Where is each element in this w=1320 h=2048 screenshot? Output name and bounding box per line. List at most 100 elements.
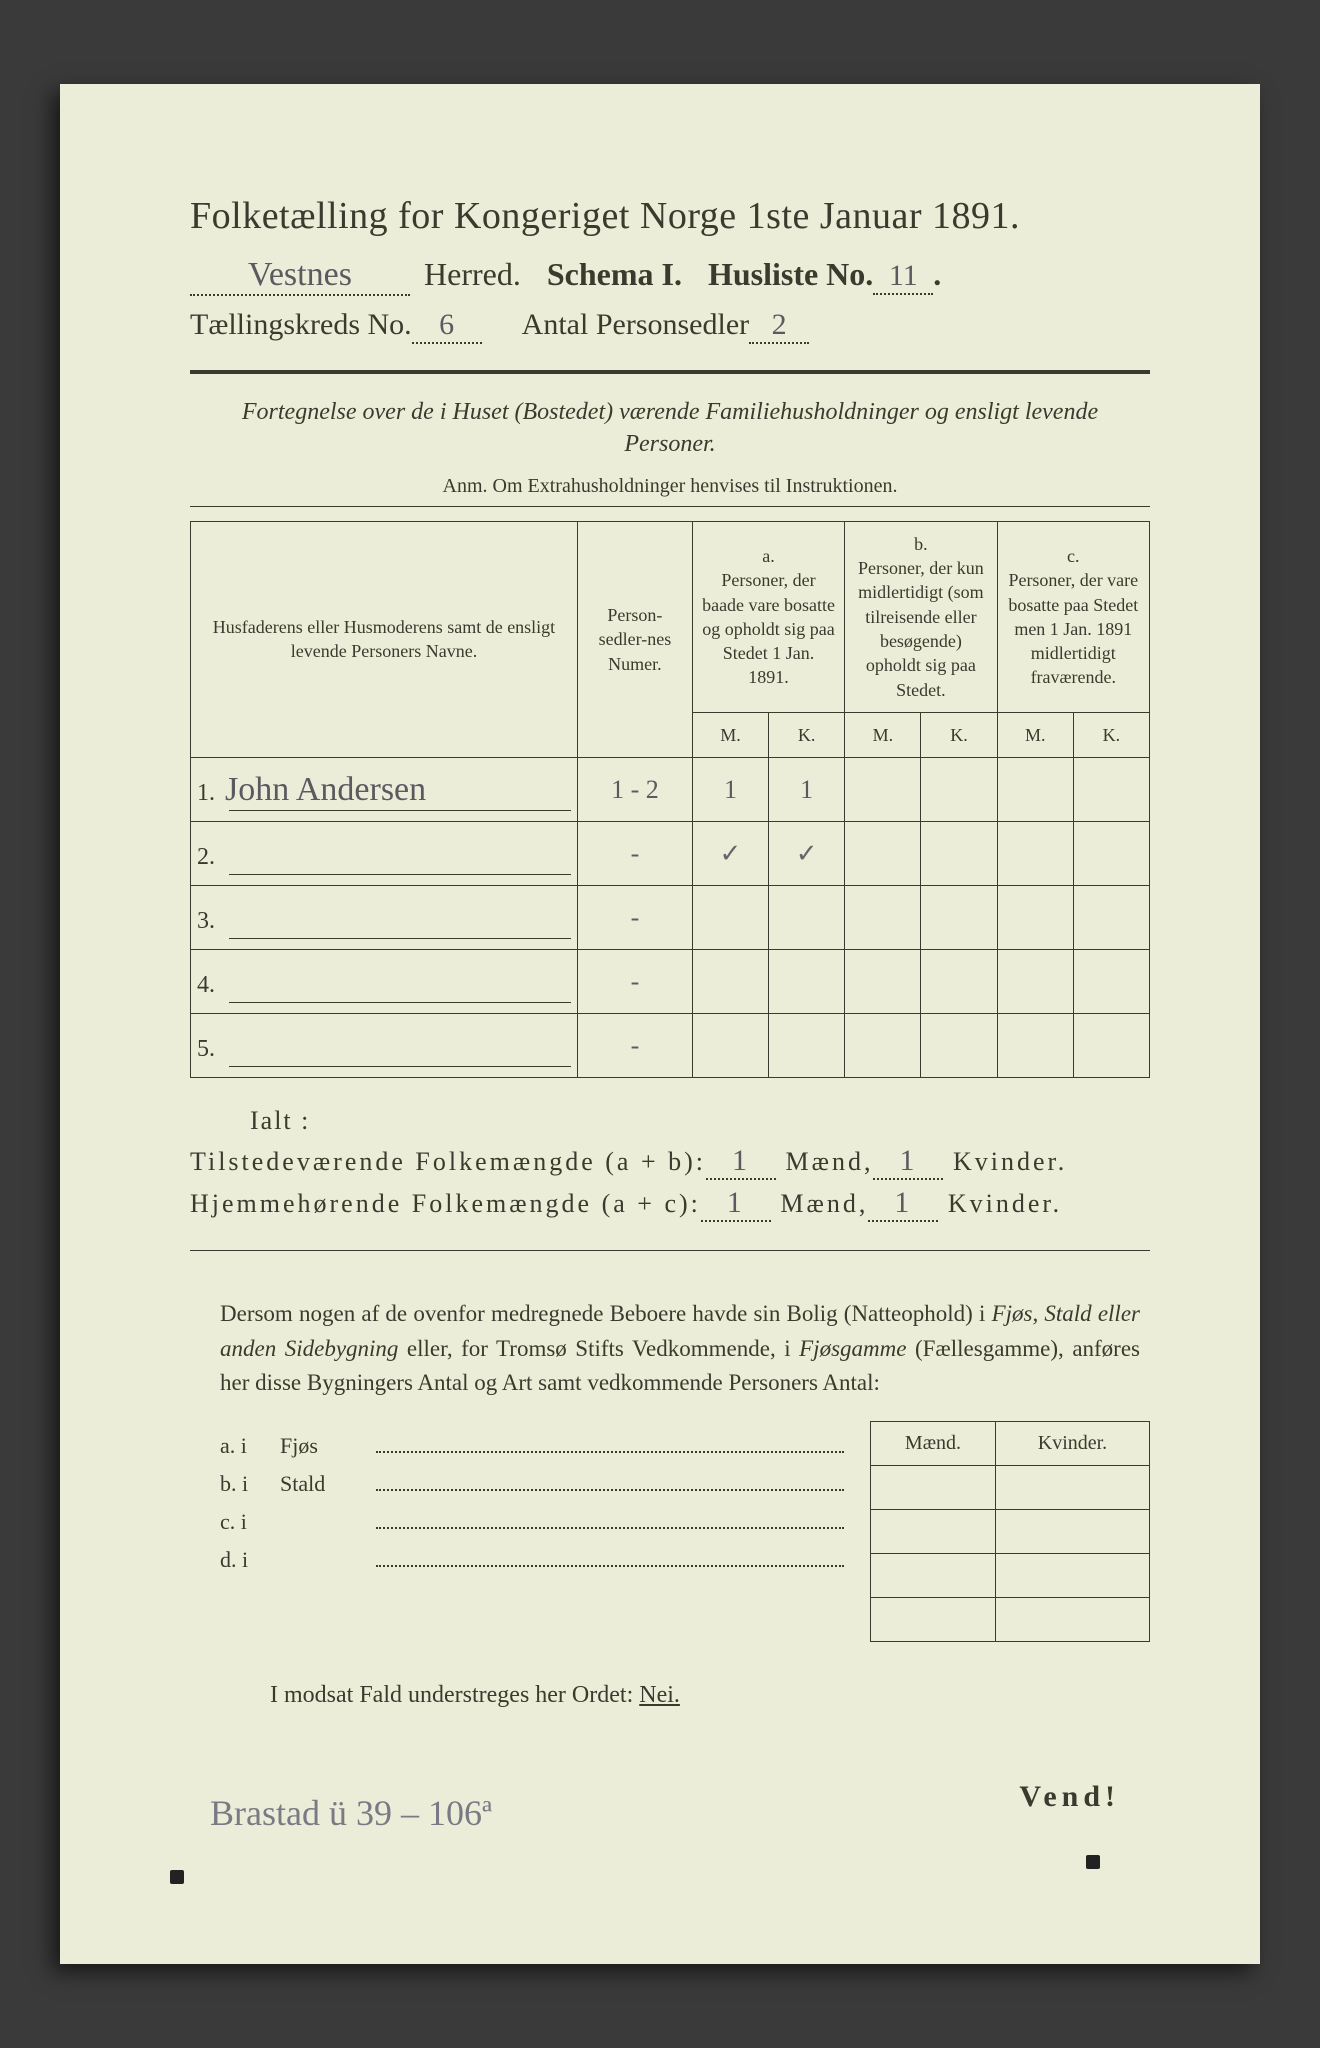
side-cell (871, 1509, 996, 1553)
a-k-cell: ✓ (769, 822, 845, 886)
total-2-m: 1 (701, 1186, 771, 1222)
table-row: 3.- (191, 886, 1150, 950)
b-k-cell (921, 822, 997, 886)
b-k-cell (921, 950, 997, 1014)
antal-label: Antal Personsedler (522, 308, 749, 342)
mk-header: K. (769, 712, 845, 757)
b-m-cell (845, 758, 921, 822)
ialt-label: Ialt : (250, 1106, 1150, 1136)
c-m-cell (997, 950, 1073, 1014)
page-title: Folketælling for Kongeriget Norge 1ste J… (190, 194, 1150, 238)
totals-line-1: Tilstedeværende Folkemængde (a + b): 1 M… (190, 1144, 1150, 1180)
antal-value: 2 (749, 308, 809, 344)
a-m-cell: 1 (692, 758, 768, 822)
a-k-cell (769, 886, 845, 950)
kreds-label: Tællingskreds No. (190, 308, 412, 342)
num-cell: - (577, 950, 692, 1014)
side-cell (995, 1509, 1149, 1553)
side-m-header: Mænd. (871, 1421, 996, 1465)
col-header-c: c. Personer, der vare bosatte paa Stedet… (997, 521, 1149, 712)
header-line-2: Tællingskreds No. 6 Antal Personsedler 2 (190, 308, 1150, 344)
side-cell (871, 1553, 996, 1597)
vend-label: Vend! (1019, 1780, 1120, 1814)
a-k-cell: 1 (769, 758, 845, 822)
b-m-cell (845, 822, 921, 886)
b-m-cell (845, 886, 921, 950)
census-form-page: Folketælling for Kongeriget Norge 1ste J… (60, 84, 1260, 1964)
b-m-cell (845, 1014, 921, 1078)
a-m-cell: ✓ (692, 822, 768, 886)
b-k-cell (921, 1014, 997, 1078)
husliste-label: Husliste No. (708, 256, 873, 293)
c-k-cell (1073, 758, 1149, 822)
table-row: 4.- (191, 950, 1150, 1014)
totals-line-2: Hjemmehørende Folkemængde (a + c): 1 Mæn… (190, 1186, 1150, 1222)
ink-dot (1086, 1855, 1100, 1869)
name-cell: 5. (191, 1014, 578, 1078)
table-row: 5.- (191, 1014, 1150, 1078)
herred-value: Vestnes (190, 256, 410, 296)
c-m-cell (997, 758, 1073, 822)
c-m-cell (997, 1014, 1073, 1078)
rule (190, 370, 1150, 374)
table-row: 2.-✓✓ (191, 822, 1150, 886)
side-row: a. iFjøs (220, 1431, 850, 1459)
a-m-cell (692, 950, 768, 1014)
husliste-value: 11 (873, 259, 933, 295)
mk-header: M. (692, 712, 768, 757)
household-table: Husfaderens eller Husmoderens samt de en… (190, 521, 1150, 1078)
footer-handwriting: Brastad ü 39 – 106ª (210, 1792, 492, 1834)
header-line-1: Vestnes Herred. Schema I. Husliste No. 1… (190, 256, 1150, 296)
a-k-cell (769, 1014, 845, 1078)
name-cell: 3. (191, 886, 578, 950)
col-header-b: b. Personer, der kun midlertidigt (som t… (845, 521, 997, 712)
kreds-value: 6 (412, 308, 482, 344)
num-cell: - (577, 822, 692, 886)
total-1-k: 1 (873, 1144, 943, 1180)
b-m-cell (845, 950, 921, 1014)
a-m-cell (692, 886, 768, 950)
rule (190, 1250, 1150, 1251)
mk-header: M. (845, 712, 921, 757)
herred-label: Herred. (424, 256, 521, 293)
side-building-block: a. iFjøsb. iStaldc. id. i Mænd. Kvinder. (220, 1421, 1150, 1642)
name-cell: 2. (191, 822, 578, 886)
b-k-cell (921, 886, 997, 950)
ink-dot (170, 1870, 184, 1884)
schema-label: Schema I. (547, 256, 682, 293)
c-k-cell (1073, 886, 1149, 950)
c-k-cell (1073, 822, 1149, 886)
rule (190, 506, 1150, 507)
num-cell: - (577, 886, 692, 950)
intro-text: Fortegnelse over de i Huset (Bostedet) v… (210, 396, 1130, 461)
col-header-name: Husfaderens eller Husmoderens samt de en… (191, 521, 578, 757)
side-building-list: a. iFjøsb. iStaldc. id. i (220, 1421, 850, 1642)
anm-text: Anm. Om Extrahusholdninger henvises til … (190, 475, 1150, 498)
c-k-cell (1073, 1014, 1149, 1078)
num-cell: - (577, 1014, 692, 1078)
col-header-num: Person-sedler-nes Numer. (577, 521, 692, 757)
side-row: d. i (220, 1545, 850, 1573)
mk-header: K. (1073, 712, 1149, 757)
side-cell (995, 1597, 1149, 1641)
side-mk-table: Mænd. Kvinder. (870, 1421, 1150, 1642)
name-cell: 4. (191, 950, 578, 1014)
c-m-cell (997, 886, 1073, 950)
name-cell: 1.John Andersen (191, 758, 578, 822)
side-cell (871, 1597, 996, 1641)
col-header-a: a. Personer, der baade vare bosatte og o… (692, 521, 844, 712)
b-k-cell (921, 758, 997, 822)
side-cell (995, 1465, 1149, 1509)
a-k-cell (769, 950, 845, 1014)
mk-header: K. (921, 712, 997, 757)
total-1-m: 1 (706, 1144, 776, 1180)
a-m-cell (692, 1014, 768, 1078)
side-k-header: Kvinder. (995, 1421, 1149, 1465)
side-row: b. iStald (220, 1469, 850, 1497)
c-m-cell (997, 822, 1073, 886)
side-cell (995, 1553, 1149, 1597)
c-k-cell (1073, 950, 1149, 1014)
nei-line: I modsat Fald understreges her Ordet: Ne… (270, 1682, 1150, 1709)
paragraph: Dersom nogen af de ovenfor medregnede Be… (220, 1297, 1140, 1401)
mk-header: M. (997, 712, 1073, 757)
